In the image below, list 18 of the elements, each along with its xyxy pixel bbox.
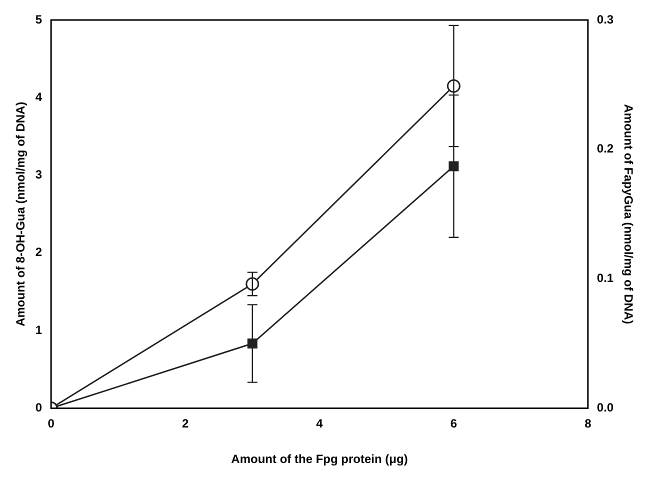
y-axis-title: Amount of 8-OH-Gua (nmol/mg of DNA) — [14, 102, 28, 326]
x-tick-label: 8 — [584, 416, 592, 431]
x-tick-label: 4 — [316, 416, 324, 431]
x-tick-label: 6 — [450, 416, 458, 431]
y2-tick-label: 0.1 — [596, 271, 614, 286]
y-tick-label: 5 — [35, 12, 42, 26]
y2-tick-label: 0.3 — [596, 12, 614, 26]
y-tick-label: 2 — [35, 245, 42, 260]
y-tick-label: 0 — [35, 400, 42, 415]
y2-tick-label: 0.0 — [596, 400, 614, 415]
y2-tick-label: 0.2 — [596, 142, 614, 156]
x-tick-label: 0 — [48, 416, 55, 431]
y-tick-label: 4 — [35, 90, 42, 104]
y-tick-label: 1 — [35, 322, 42, 337]
y-tick-label: 3 — [35, 168, 42, 182]
x-axis-title: Amount of the Fpg protein (μg) — [231, 452, 408, 466]
x-tick-label: 2 — [182, 416, 189, 431]
y2-axis-title: Amount of FapyGua (nmol/mg of DNA) — [621, 104, 636, 324]
